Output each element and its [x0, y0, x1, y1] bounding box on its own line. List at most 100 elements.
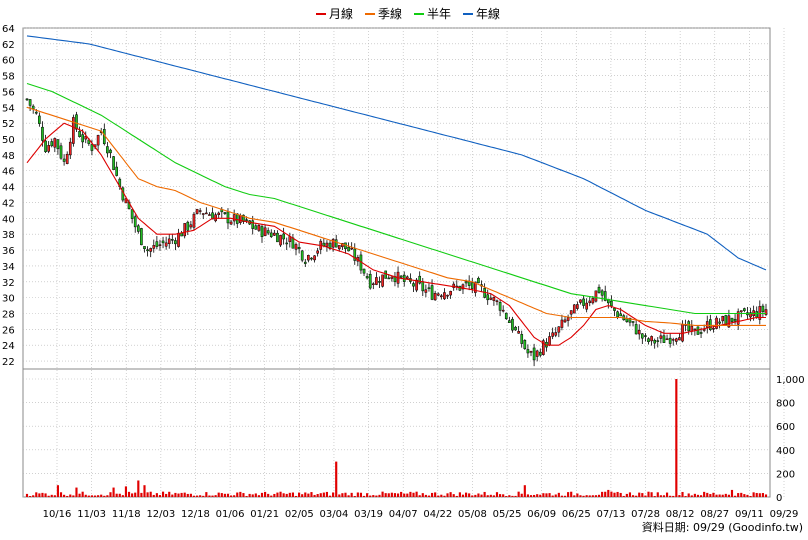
volume-bar	[260, 492, 264, 497]
price-tick-label: 38	[2, 230, 15, 241]
candle-body	[477, 277, 480, 284]
volume-bar	[84, 494, 87, 497]
candle-body	[50, 141, 54, 147]
volume-bar	[464, 492, 468, 497]
candle-body	[591, 298, 595, 304]
volume-bar	[375, 495, 378, 497]
volume-bar	[533, 494, 536, 497]
date-tick-label: 07/28	[631, 509, 660, 520]
candle-body	[495, 300, 499, 303]
date-tick-label: 09/29	[770, 509, 799, 520]
volume-bar	[180, 492, 183, 497]
candle-body	[653, 339, 657, 344]
volume-bar	[276, 492, 279, 497]
volume-bar	[740, 492, 743, 497]
candle-body	[381, 274, 384, 287]
candle-body	[743, 308, 746, 311]
legend-label-0: 月線	[329, 6, 353, 21]
volume-bar	[81, 491, 84, 497]
volume-bar	[480, 494, 483, 497]
volume-bar	[38, 493, 41, 497]
volume-bar	[319, 493, 322, 497]
price-tick-label: 30	[2, 294, 15, 305]
volume-bar	[124, 486, 128, 497]
volume-bar	[87, 495, 90, 497]
date-tick-label: 10/16	[43, 509, 72, 520]
candle-body	[331, 239, 335, 248]
candle-body	[368, 273, 372, 289]
candle-body	[399, 275, 403, 278]
candle-body	[517, 331, 520, 334]
candle-body	[112, 156, 115, 170]
volume-bar	[424, 494, 427, 497]
candle-body	[223, 212, 227, 214]
ma-line-half	[26, 82, 766, 315]
candle-body	[730, 317, 734, 322]
candle-body	[282, 233, 285, 240]
candle-body	[736, 311, 740, 325]
price-tick-label: 24	[2, 341, 15, 352]
volume-bar	[378, 494, 381, 497]
volume-bar	[718, 494, 721, 497]
candle-body	[718, 321, 721, 324]
volume-bar	[236, 492, 239, 497]
volume-bar	[335, 461, 338, 497]
candle-body	[585, 302, 588, 310]
volume-bar	[350, 492, 353, 497]
volume-bar	[712, 492, 715, 497]
volume-bar	[369, 495, 372, 497]
candle-body	[712, 328, 715, 330]
volume-bar	[223, 493, 226, 497]
candle-body	[375, 277, 378, 285]
volume-bar	[758, 493, 761, 497]
date-tick-label: 12/03	[146, 509, 175, 520]
candle-body	[631, 321, 635, 323]
candle-body	[297, 247, 301, 250]
candle-body	[78, 131, 81, 137]
volume-bar	[693, 493, 696, 497]
date-tick-label: 08/12	[666, 509, 695, 520]
date-axis: 10/16 11/03 11/18 12/03 12/18 01/06 01/21 02/05…	[43, 509, 799, 520]
candle-body	[554, 332, 558, 336]
volume-bar	[149, 491, 152, 497]
volume-bar	[672, 495, 675, 497]
candle-body	[758, 306, 762, 320]
volume-bar	[267, 493, 270, 497]
candle-body	[548, 336, 551, 346]
candle-body	[205, 212, 208, 215]
candle-body	[709, 319, 712, 331]
candle-body	[62, 158, 66, 162]
price-axis: 22 24 26 28 30 32 34 36 38 40 42 44 46 48 50 52 54 56 58 60…	[2, 24, 15, 368]
date-tick-label: 09/11	[735, 509, 764, 520]
legend-label-3: 年線	[476, 6, 500, 21]
candle-body	[260, 226, 264, 237]
candle-body	[498, 302, 502, 311]
candle-body	[640, 333, 644, 339]
volume-bar	[687, 493, 690, 497]
volume-bar	[341, 493, 344, 497]
date-tick-label: 02/05	[285, 509, 314, 520]
volume-bar	[601, 491, 604, 497]
volume-bar	[613, 492, 616, 497]
candle-body	[294, 244, 298, 250]
volume-bar	[607, 489, 610, 497]
volume-bar	[109, 492, 112, 497]
volume-bar	[743, 494, 746, 497]
candle-body	[529, 351, 533, 353]
candle-body	[316, 250, 319, 254]
candle-body	[106, 146, 109, 154]
volume-tick-label: 200	[776, 469, 795, 480]
volume-bar	[50, 494, 53, 497]
volume-bar	[452, 494, 455, 497]
volume-bar	[59, 492, 63, 497]
volume-bar	[421, 493, 424, 497]
candle-body	[44, 140, 47, 153]
candle-body	[347, 246, 350, 252]
candle-body	[313, 255, 316, 261]
date-tick-label: 11/18	[112, 509, 141, 520]
candle-body	[662, 335, 666, 343]
volume-bar	[734, 495, 737, 497]
date-tick-label: 01/06	[216, 509, 245, 520]
candle-body	[334, 239, 338, 248]
